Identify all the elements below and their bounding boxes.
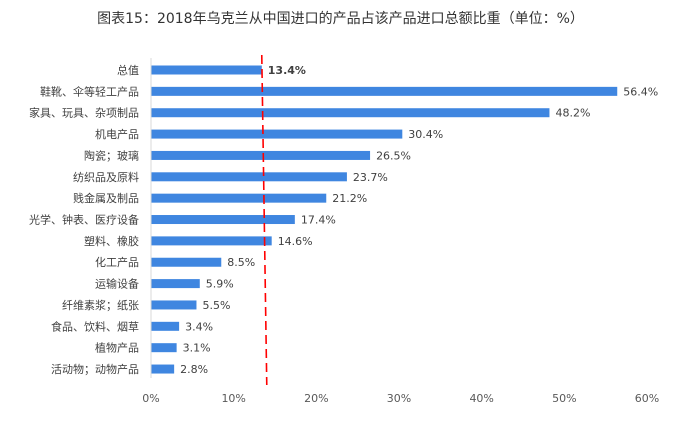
category-label: 食品、饮料、烟草 (51, 319, 139, 333)
category-label: 活动物；动物产品 (51, 362, 139, 376)
value-label: 13.4% (268, 64, 306, 77)
category-label: 塑料、橡胶 (84, 234, 139, 248)
x-tick-label: 0% (142, 392, 159, 405)
x-tick-label: 10% (221, 392, 245, 405)
bar (151, 300, 197, 310)
bar (151, 236, 272, 246)
bar (151, 172, 347, 182)
value-label: 3.1% (183, 342, 211, 355)
value-label: 3.4% (185, 320, 213, 333)
x-tick-label: 30% (387, 392, 411, 405)
value-label: 21.2% (332, 192, 367, 205)
bar (151, 364, 175, 374)
bar (151, 321, 180, 331)
bar (151, 215, 295, 225)
bar (151, 343, 177, 353)
bar (151, 150, 371, 160)
bar (151, 193, 327, 203)
category-label: 化工产品 (95, 255, 139, 269)
x-tick-label: 50% (552, 392, 576, 405)
category-label: 纺织品及原料 (73, 170, 139, 184)
category-label: 陶瓷；玻璃 (84, 148, 139, 162)
value-label: 8.5% (227, 256, 255, 269)
category-label: 总值 (117, 63, 139, 77)
value-label: 26.5% (376, 149, 411, 162)
value-label: 5.5% (202, 299, 230, 312)
category-label: 家具、玩具、杂项制品 (29, 106, 139, 120)
bar (151, 129, 403, 139)
x-tick-label: 40% (469, 392, 493, 405)
bar (151, 108, 550, 118)
chart-title: 图表15：2018年乌克兰从中国进口的产品占该产品进口总额比重（单位：%） (97, 11, 584, 27)
value-label: 17.4% (301, 214, 336, 227)
bar (151, 65, 262, 75)
value-label: 30.4% (408, 128, 443, 141)
bar (151, 86, 618, 96)
category-label: 贱金属及制品 (73, 191, 139, 205)
x-tick-label: 20% (304, 392, 328, 405)
value-label: 48.2% (555, 107, 590, 120)
value-label: 2.8% (180, 363, 208, 376)
category-label: 机电产品 (95, 127, 139, 141)
value-label: 23.7% (353, 171, 388, 184)
category-label: 光学、钟表、医疗设备 (29, 213, 139, 227)
value-label: 56.4% (623, 85, 658, 98)
x-tick-label: 60% (635, 392, 659, 405)
bar (151, 279, 200, 289)
category-label: 运输设备 (95, 277, 139, 291)
value-label: 5.9% (206, 278, 234, 291)
category-label: 鞋靴、伞等轻工产品 (40, 84, 139, 98)
category-label: 纤维素浆；纸张 (62, 298, 139, 312)
category-label: 植物产品 (95, 341, 139, 355)
value-label: 14.6% (278, 235, 313, 248)
bar (151, 257, 222, 267)
